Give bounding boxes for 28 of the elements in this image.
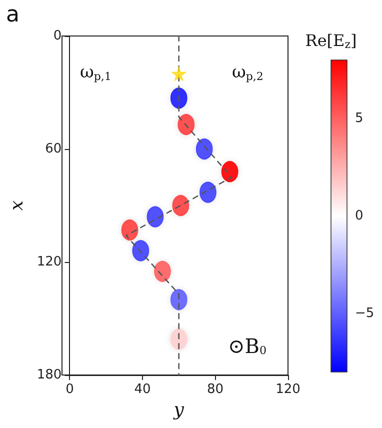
annotation: ⊙B0 — [228, 334, 266, 358]
y-tick-label: 60 — [45, 142, 62, 156]
y-axis-title: x — [6, 200, 28, 211]
point — [170, 289, 188, 310]
text: a — [6, 2, 20, 28]
color-bar-label: 0 — [355, 208, 364, 224]
y-tick-label: 0 — [53, 28, 62, 44]
point — [221, 161, 238, 182]
point — [170, 328, 188, 350]
point — [170, 66, 187, 82]
color-bar-label: −5 — [355, 306, 374, 321]
x-axis-title: y — [172, 400, 185, 420]
y-tick-label: 180 — [36, 368, 62, 382]
point — [132, 240, 150, 262]
point — [121, 219, 138, 240]
x-tick-label: 40 — [134, 382, 151, 397]
point — [178, 114, 195, 136]
x-tick-label: 120 — [276, 382, 300, 397]
x-tick-label: 80 — [206, 382, 224, 397]
y-tick-label: 120 — [36, 254, 62, 270]
point — [170, 88, 188, 109]
point — [146, 206, 164, 228]
point — [154, 260, 171, 282]
x-tick-label: 0 — [66, 382, 74, 397]
point — [196, 138, 213, 160]
color-bar-label: 5 — [355, 111, 364, 126]
point — [199, 182, 216, 203]
point — [172, 195, 190, 216]
